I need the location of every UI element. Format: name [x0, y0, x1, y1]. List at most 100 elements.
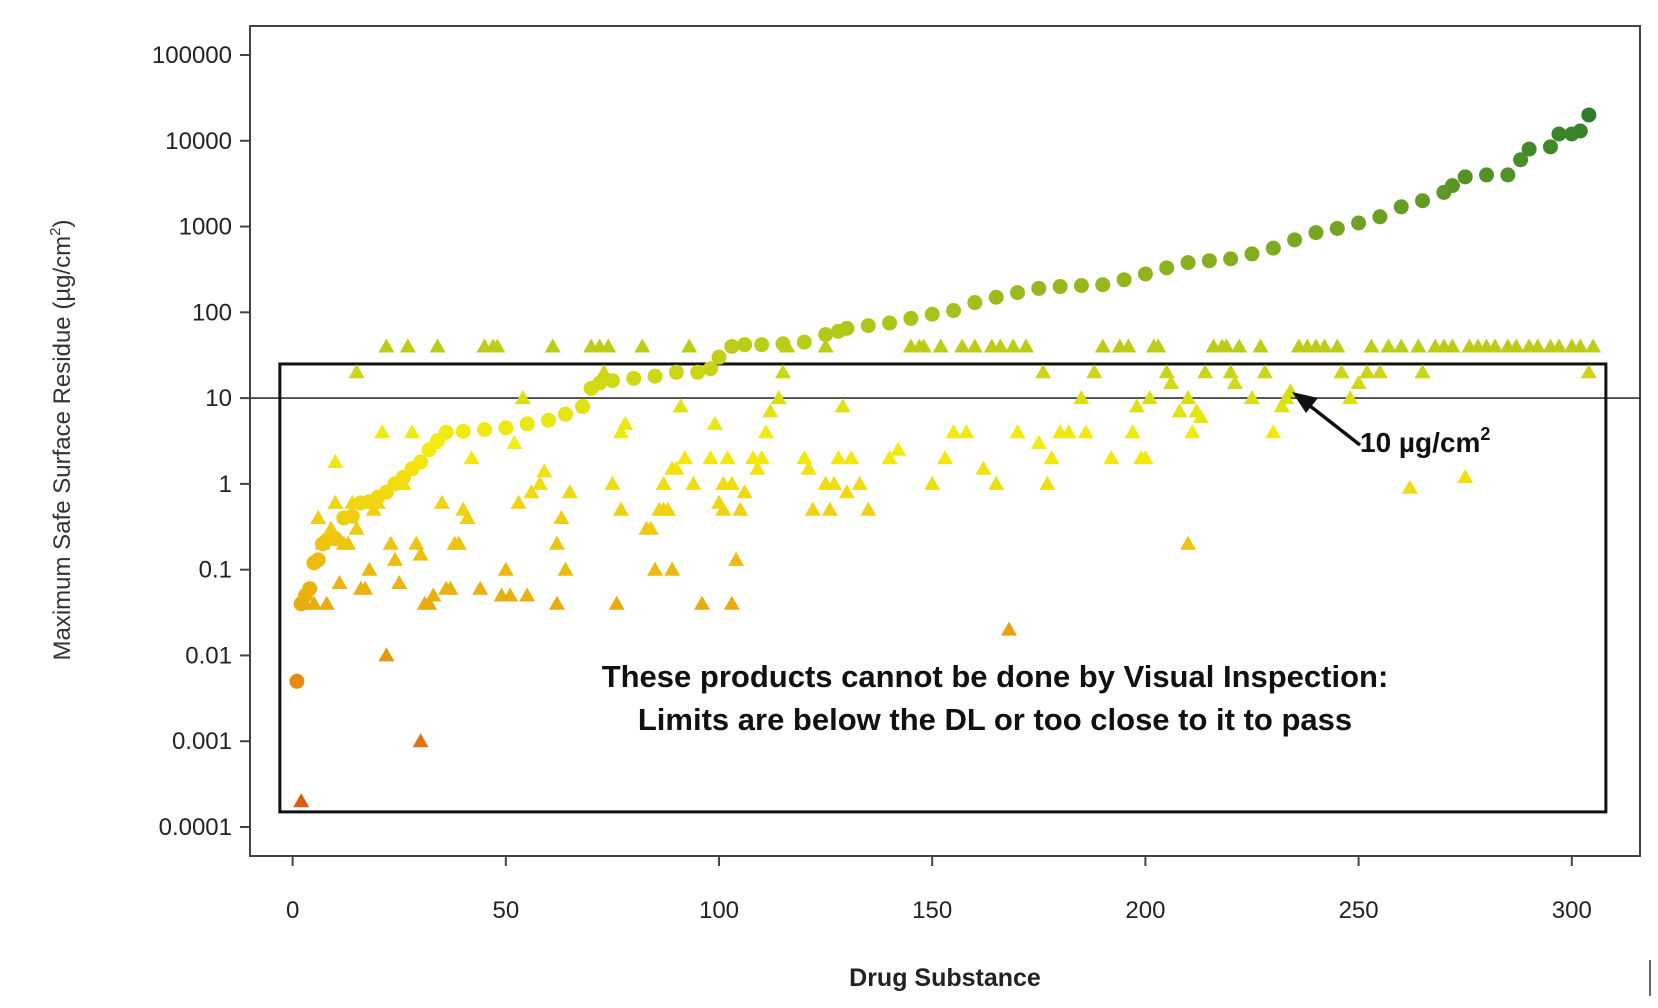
data-point-circle: [903, 310, 919, 326]
data-point-circle: [327, 531, 343, 547]
data-point-triangle: [719, 450, 736, 465]
data-point-triangle: [890, 441, 907, 456]
data-point-circle: [519, 416, 535, 432]
data-point-triangle: [1137, 450, 1154, 465]
data-point-triangle: [804, 501, 821, 516]
data-point-triangle: [1141, 390, 1158, 405]
data-point-triangle: [421, 595, 438, 610]
data-point-circle: [1500, 167, 1516, 183]
data-point-circle: [289, 673, 305, 689]
data-point-circle: [860, 318, 876, 334]
data-point-triangle: [1508, 338, 1525, 353]
data-point-triangle: [1231, 338, 1248, 353]
data-point-triangle: [1171, 403, 1188, 418]
data-point-triangle: [1218, 338, 1235, 353]
data-point-circle: [413, 454, 429, 470]
data-point-circle: [1116, 272, 1132, 288]
data-point-triangle: [310, 510, 327, 524]
data-point-triangle: [860, 501, 877, 516]
data-point-triangle: [348, 520, 365, 535]
x-tick-label: 200: [1125, 897, 1165, 924]
data-point-triangle: [668, 460, 685, 475]
data-point-triangle: [1009, 424, 1026, 439]
data-point-triangle: [826, 475, 843, 490]
data-point-triangle: [1551, 338, 1567, 353]
y-tick-label: 10000: [165, 128, 232, 155]
data-point-circle: [1095, 277, 1111, 293]
data-point-triangle: [1180, 390, 1196, 405]
data-point-triangle: [702, 450, 719, 465]
data-point-triangle: [519, 587, 536, 602]
data-point-triangle: [327, 494, 344, 509]
data-point-triangle: [732, 501, 749, 516]
data-point-triangle: [378, 647, 395, 662]
data-point-triangle: [779, 338, 796, 353]
data-point-triangle: [553, 510, 570, 524]
data-point-triangle: [1410, 338, 1427, 353]
data-point-triangle: [945, 424, 962, 439]
data-point-circle: [967, 295, 983, 311]
data-point-circle: [1351, 215, 1367, 231]
data-point-triangle: [382, 535, 399, 550]
data-point-triangle: [1001, 621, 1017, 636]
data-point-circle: [1551, 126, 1567, 142]
data-point-triangle: [1252, 338, 1269, 353]
data-point-triangle: [318, 595, 335, 610]
data-point-circle: [1393, 199, 1409, 215]
data-point-triangle: [975, 460, 992, 475]
data-point-triangle: [992, 338, 1009, 353]
y-tick-label: 100000: [152, 42, 232, 69]
data-point-circle: [575, 398, 591, 414]
data-point-circle: [1287, 232, 1303, 248]
data-point-circle: [1444, 178, 1460, 194]
reference-label: 10 µg/cm2: [1360, 424, 1490, 458]
data-point-circle: [1159, 260, 1175, 276]
data-point-triangle: [1124, 424, 1141, 439]
data-point-triangle: [306, 595, 322, 610]
data-point-triangle: [604, 475, 621, 490]
data-point-triangle: [544, 338, 561, 353]
data-point-triangle: [937, 450, 953, 465]
data-point-circle: [1329, 220, 1345, 236]
data-point-circle: [690, 364, 706, 380]
data-point-circle: [540, 412, 556, 428]
data-point-triangle: [1359, 364, 1376, 379]
reference-label-superscript: 2: [1480, 424, 1490, 444]
data-point-triangle: [851, 475, 868, 490]
y-axis: 0.0001 0.001 0.01 0.1 1 10 100 1000 10000 100000: [152, 42, 250, 841]
data-point-triangle: [357, 580, 374, 595]
data-point-circle: [647, 368, 663, 384]
data-point-circle: [1073, 278, 1089, 294]
data-point-circle: [558, 406, 574, 422]
annotation-box: [278, 362, 1608, 814]
data-point-triangle: [672, 398, 689, 413]
x-axis-title: Drug Substance: [849, 964, 1041, 992]
data-points: [289, 107, 1602, 808]
data-point-circle: [626, 370, 642, 386]
data-point-circle: [702, 361, 718, 377]
data-point-triangle: [838, 484, 855, 499]
data-point-triangle: [1444, 338, 1461, 353]
data-point-triangle: [1094, 338, 1111, 353]
data-point-triangle: [1120, 338, 1137, 353]
data-point-triangle: [340, 535, 357, 550]
data-point-triangle: [681, 338, 698, 353]
data-point-triangle: [757, 424, 774, 439]
data-point-triangle: [1035, 364, 1052, 379]
data-point-triangle: [549, 595, 565, 610]
data-point-triangle: [514, 390, 531, 405]
data-point-circle: [1009, 285, 1025, 301]
data-point-triangle: [361, 561, 378, 576]
data-point-triangle: [1333, 364, 1350, 379]
data-point-triangle: [1414, 364, 1431, 379]
data-point-triangle: [881, 450, 898, 465]
data-point-triangle: [344, 494, 361, 509]
data-point-triangle: [404, 424, 420, 439]
data-point-circle: [1372, 209, 1388, 225]
data-point-circle: [946, 303, 962, 319]
data-point-triangle: [1030, 435, 1047, 449]
data-point-triangle: [1256, 364, 1273, 379]
data-point-triangle: [1244, 390, 1260, 405]
data-point-triangle: [1529, 338, 1546, 353]
